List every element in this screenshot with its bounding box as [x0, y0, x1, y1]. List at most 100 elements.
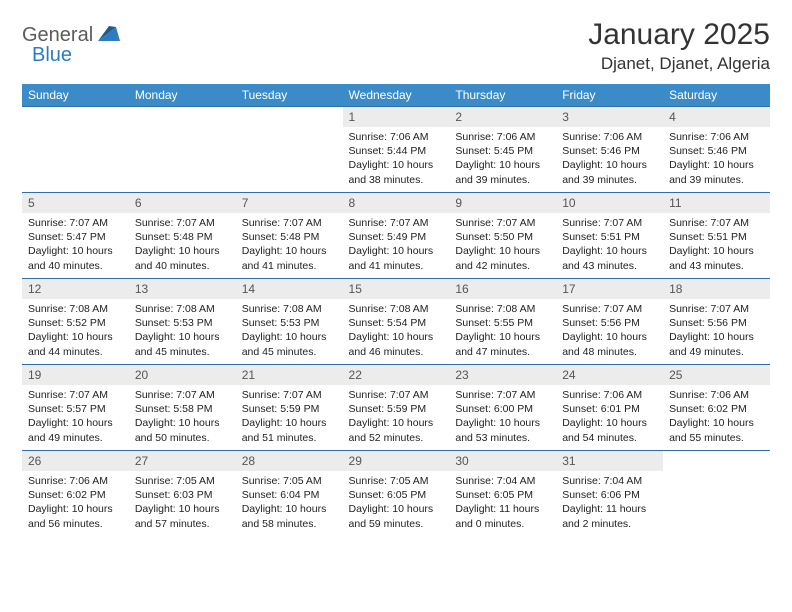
day-details: Sunrise: 7:05 AMSunset: 6:05 PMDaylight:… [343, 471, 450, 535]
day-number: 20 [129, 365, 236, 385]
day-number: 15 [343, 279, 450, 299]
day-details: Sunrise: 7:06 AMSunset: 6:02 PMDaylight:… [663, 385, 770, 449]
day-number: 6 [129, 193, 236, 213]
day-details: Sunrise: 7:08 AMSunset: 5:53 PMDaylight:… [129, 299, 236, 363]
day-header: Wednesday [343, 84, 450, 107]
calendar-day-cell: 16Sunrise: 7:08 AMSunset: 5:55 PMDayligh… [449, 279, 556, 365]
day-number: 25 [663, 365, 770, 385]
day-number: 19 [22, 365, 129, 385]
day-number: 27 [129, 451, 236, 471]
day-details: Sunrise: 7:04 AMSunset: 6:06 PMDaylight:… [556, 471, 663, 535]
calendar-day-cell: 23Sunrise: 7:07 AMSunset: 6:00 PMDayligh… [449, 365, 556, 451]
calendar-head: SundayMondayTuesdayWednesdayThursdayFrid… [22, 84, 770, 107]
day-number: 9 [449, 193, 556, 213]
calendar-table: SundayMondayTuesdayWednesdayThursdayFrid… [22, 84, 770, 537]
day-number: 10 [556, 193, 663, 213]
calendar-day-cell [22, 107, 129, 193]
day-number: 24 [556, 365, 663, 385]
day-header: Tuesday [236, 84, 343, 107]
calendar-day-cell: 14Sunrise: 7:08 AMSunset: 5:53 PMDayligh… [236, 279, 343, 365]
day-header: Sunday [22, 84, 129, 107]
calendar-day-cell: 20Sunrise: 7:07 AMSunset: 5:58 PMDayligh… [129, 365, 236, 451]
day-number: 17 [556, 279, 663, 299]
day-details: Sunrise: 7:07 AMSunset: 5:51 PMDaylight:… [556, 213, 663, 277]
day-details: Sunrise: 7:06 AMSunset: 5:46 PMDaylight:… [663, 127, 770, 191]
day-details: Sunrise: 7:06 AMSunset: 6:02 PMDaylight:… [22, 471, 129, 535]
logo-triangle-icon [98, 25, 120, 46]
logo-sub: Blue [32, 44, 72, 67]
calendar-week-row: 19Sunrise: 7:07 AMSunset: 5:57 PMDayligh… [22, 365, 770, 451]
day-details: Sunrise: 7:07 AMSunset: 5:56 PMDaylight:… [663, 299, 770, 363]
day-number: 21 [236, 365, 343, 385]
day-header: Friday [556, 84, 663, 107]
day-number: 5 [22, 193, 129, 213]
day-details: Sunrise: 7:07 AMSunset: 5:59 PMDaylight:… [236, 385, 343, 449]
day-header: Thursday [449, 84, 556, 107]
day-details: Sunrise: 7:08 AMSunset: 5:52 PMDaylight:… [22, 299, 129, 363]
location: Djanet, Djanet, Algeria [588, 54, 770, 74]
calendar-day-cell: 2Sunrise: 7:06 AMSunset: 5:45 PMDaylight… [449, 107, 556, 193]
day-details: Sunrise: 7:07 AMSunset: 5:57 PMDaylight:… [22, 385, 129, 449]
calendar-day-cell: 13Sunrise: 7:08 AMSunset: 5:53 PMDayligh… [129, 279, 236, 365]
calendar-day-cell: 24Sunrise: 7:06 AMSunset: 6:01 PMDayligh… [556, 365, 663, 451]
calendar-day-cell: 26Sunrise: 7:06 AMSunset: 6:02 PMDayligh… [22, 451, 129, 537]
calendar-day-cell: 15Sunrise: 7:08 AMSunset: 5:54 PMDayligh… [343, 279, 450, 365]
calendar-day-cell: 30Sunrise: 7:04 AMSunset: 6:05 PMDayligh… [449, 451, 556, 537]
day-details: Sunrise: 7:06 AMSunset: 5:45 PMDaylight:… [449, 127, 556, 191]
day-details: Sunrise: 7:05 AMSunset: 6:03 PMDaylight:… [129, 471, 236, 535]
calendar-day-cell [663, 451, 770, 537]
day-number: 8 [343, 193, 450, 213]
calendar-day-cell: 29Sunrise: 7:05 AMSunset: 6:05 PMDayligh… [343, 451, 450, 537]
day-number: 31 [556, 451, 663, 471]
calendar-day-cell: 5Sunrise: 7:07 AMSunset: 5:47 PMDaylight… [22, 193, 129, 279]
day-details: Sunrise: 7:07 AMSunset: 5:47 PMDaylight:… [22, 213, 129, 277]
day-number: 16 [449, 279, 556, 299]
calendar-week-row: 26Sunrise: 7:06 AMSunset: 6:02 PMDayligh… [22, 451, 770, 537]
day-number: 11 [663, 193, 770, 213]
day-details: Sunrise: 7:07 AMSunset: 5:48 PMDaylight:… [236, 213, 343, 277]
day-number: 22 [343, 365, 450, 385]
calendar-day-cell: 10Sunrise: 7:07 AMSunset: 5:51 PMDayligh… [556, 193, 663, 279]
calendar-day-cell: 25Sunrise: 7:06 AMSunset: 6:02 PMDayligh… [663, 365, 770, 451]
calendar-body: 1Sunrise: 7:06 AMSunset: 5:44 PMDaylight… [22, 107, 770, 537]
day-details: Sunrise: 7:07 AMSunset: 5:48 PMDaylight:… [129, 213, 236, 277]
day-details: Sunrise: 7:07 AMSunset: 5:56 PMDaylight:… [556, 299, 663, 363]
calendar-day-cell [236, 107, 343, 193]
day-details: Sunrise: 7:08 AMSunset: 5:53 PMDaylight:… [236, 299, 343, 363]
calendar-day-cell: 11Sunrise: 7:07 AMSunset: 5:51 PMDayligh… [663, 193, 770, 279]
day-details: Sunrise: 7:07 AMSunset: 5:51 PMDaylight:… [663, 213, 770, 277]
calendar-day-cell: 22Sunrise: 7:07 AMSunset: 5:59 PMDayligh… [343, 365, 450, 451]
calendar-day-cell: 21Sunrise: 7:07 AMSunset: 5:59 PMDayligh… [236, 365, 343, 451]
calendar-day-cell: 9Sunrise: 7:07 AMSunset: 5:50 PMDaylight… [449, 193, 556, 279]
day-number: 26 [22, 451, 129, 471]
day-number: 23 [449, 365, 556, 385]
day-details: Sunrise: 7:04 AMSunset: 6:05 PMDaylight:… [449, 471, 556, 535]
day-number: 28 [236, 451, 343, 471]
day-details: Sunrise: 7:06 AMSunset: 5:46 PMDaylight:… [556, 127, 663, 191]
day-number: 30 [449, 451, 556, 471]
month-title: January 2025 [588, 18, 770, 52]
calendar-day-cell: 18Sunrise: 7:07 AMSunset: 5:56 PMDayligh… [663, 279, 770, 365]
day-details: Sunrise: 7:06 AMSunset: 6:01 PMDaylight:… [556, 385, 663, 449]
day-details: Sunrise: 7:08 AMSunset: 5:55 PMDaylight:… [449, 299, 556, 363]
day-number: 29 [343, 451, 450, 471]
calendar-day-cell: 12Sunrise: 7:08 AMSunset: 5:52 PMDayligh… [22, 279, 129, 365]
day-details: Sunrise: 7:07 AMSunset: 5:58 PMDaylight:… [129, 385, 236, 449]
day-number: 3 [556, 107, 663, 127]
day-number: 13 [129, 279, 236, 299]
logo: General [22, 18, 122, 47]
calendar-day-cell: 1Sunrise: 7:06 AMSunset: 5:44 PMDaylight… [343, 107, 450, 193]
day-header: Saturday [663, 84, 770, 107]
day-number: 4 [663, 107, 770, 127]
calendar-week-row: 5Sunrise: 7:07 AMSunset: 5:47 PMDaylight… [22, 193, 770, 279]
day-number: 14 [236, 279, 343, 299]
day-header: Monday [129, 84, 236, 107]
day-number: 7 [236, 193, 343, 213]
calendar-day-cell: 19Sunrise: 7:07 AMSunset: 5:57 PMDayligh… [22, 365, 129, 451]
calendar-week-row: 12Sunrise: 7:08 AMSunset: 5:52 PMDayligh… [22, 279, 770, 365]
title-block: January 2025 Djanet, Djanet, Algeria [588, 18, 770, 74]
day-number: 2 [449, 107, 556, 127]
day-number: 12 [22, 279, 129, 299]
header: General January 2025 Djanet, Djanet, Alg… [22, 18, 770, 74]
day-details: Sunrise: 7:07 AMSunset: 5:50 PMDaylight:… [449, 213, 556, 277]
